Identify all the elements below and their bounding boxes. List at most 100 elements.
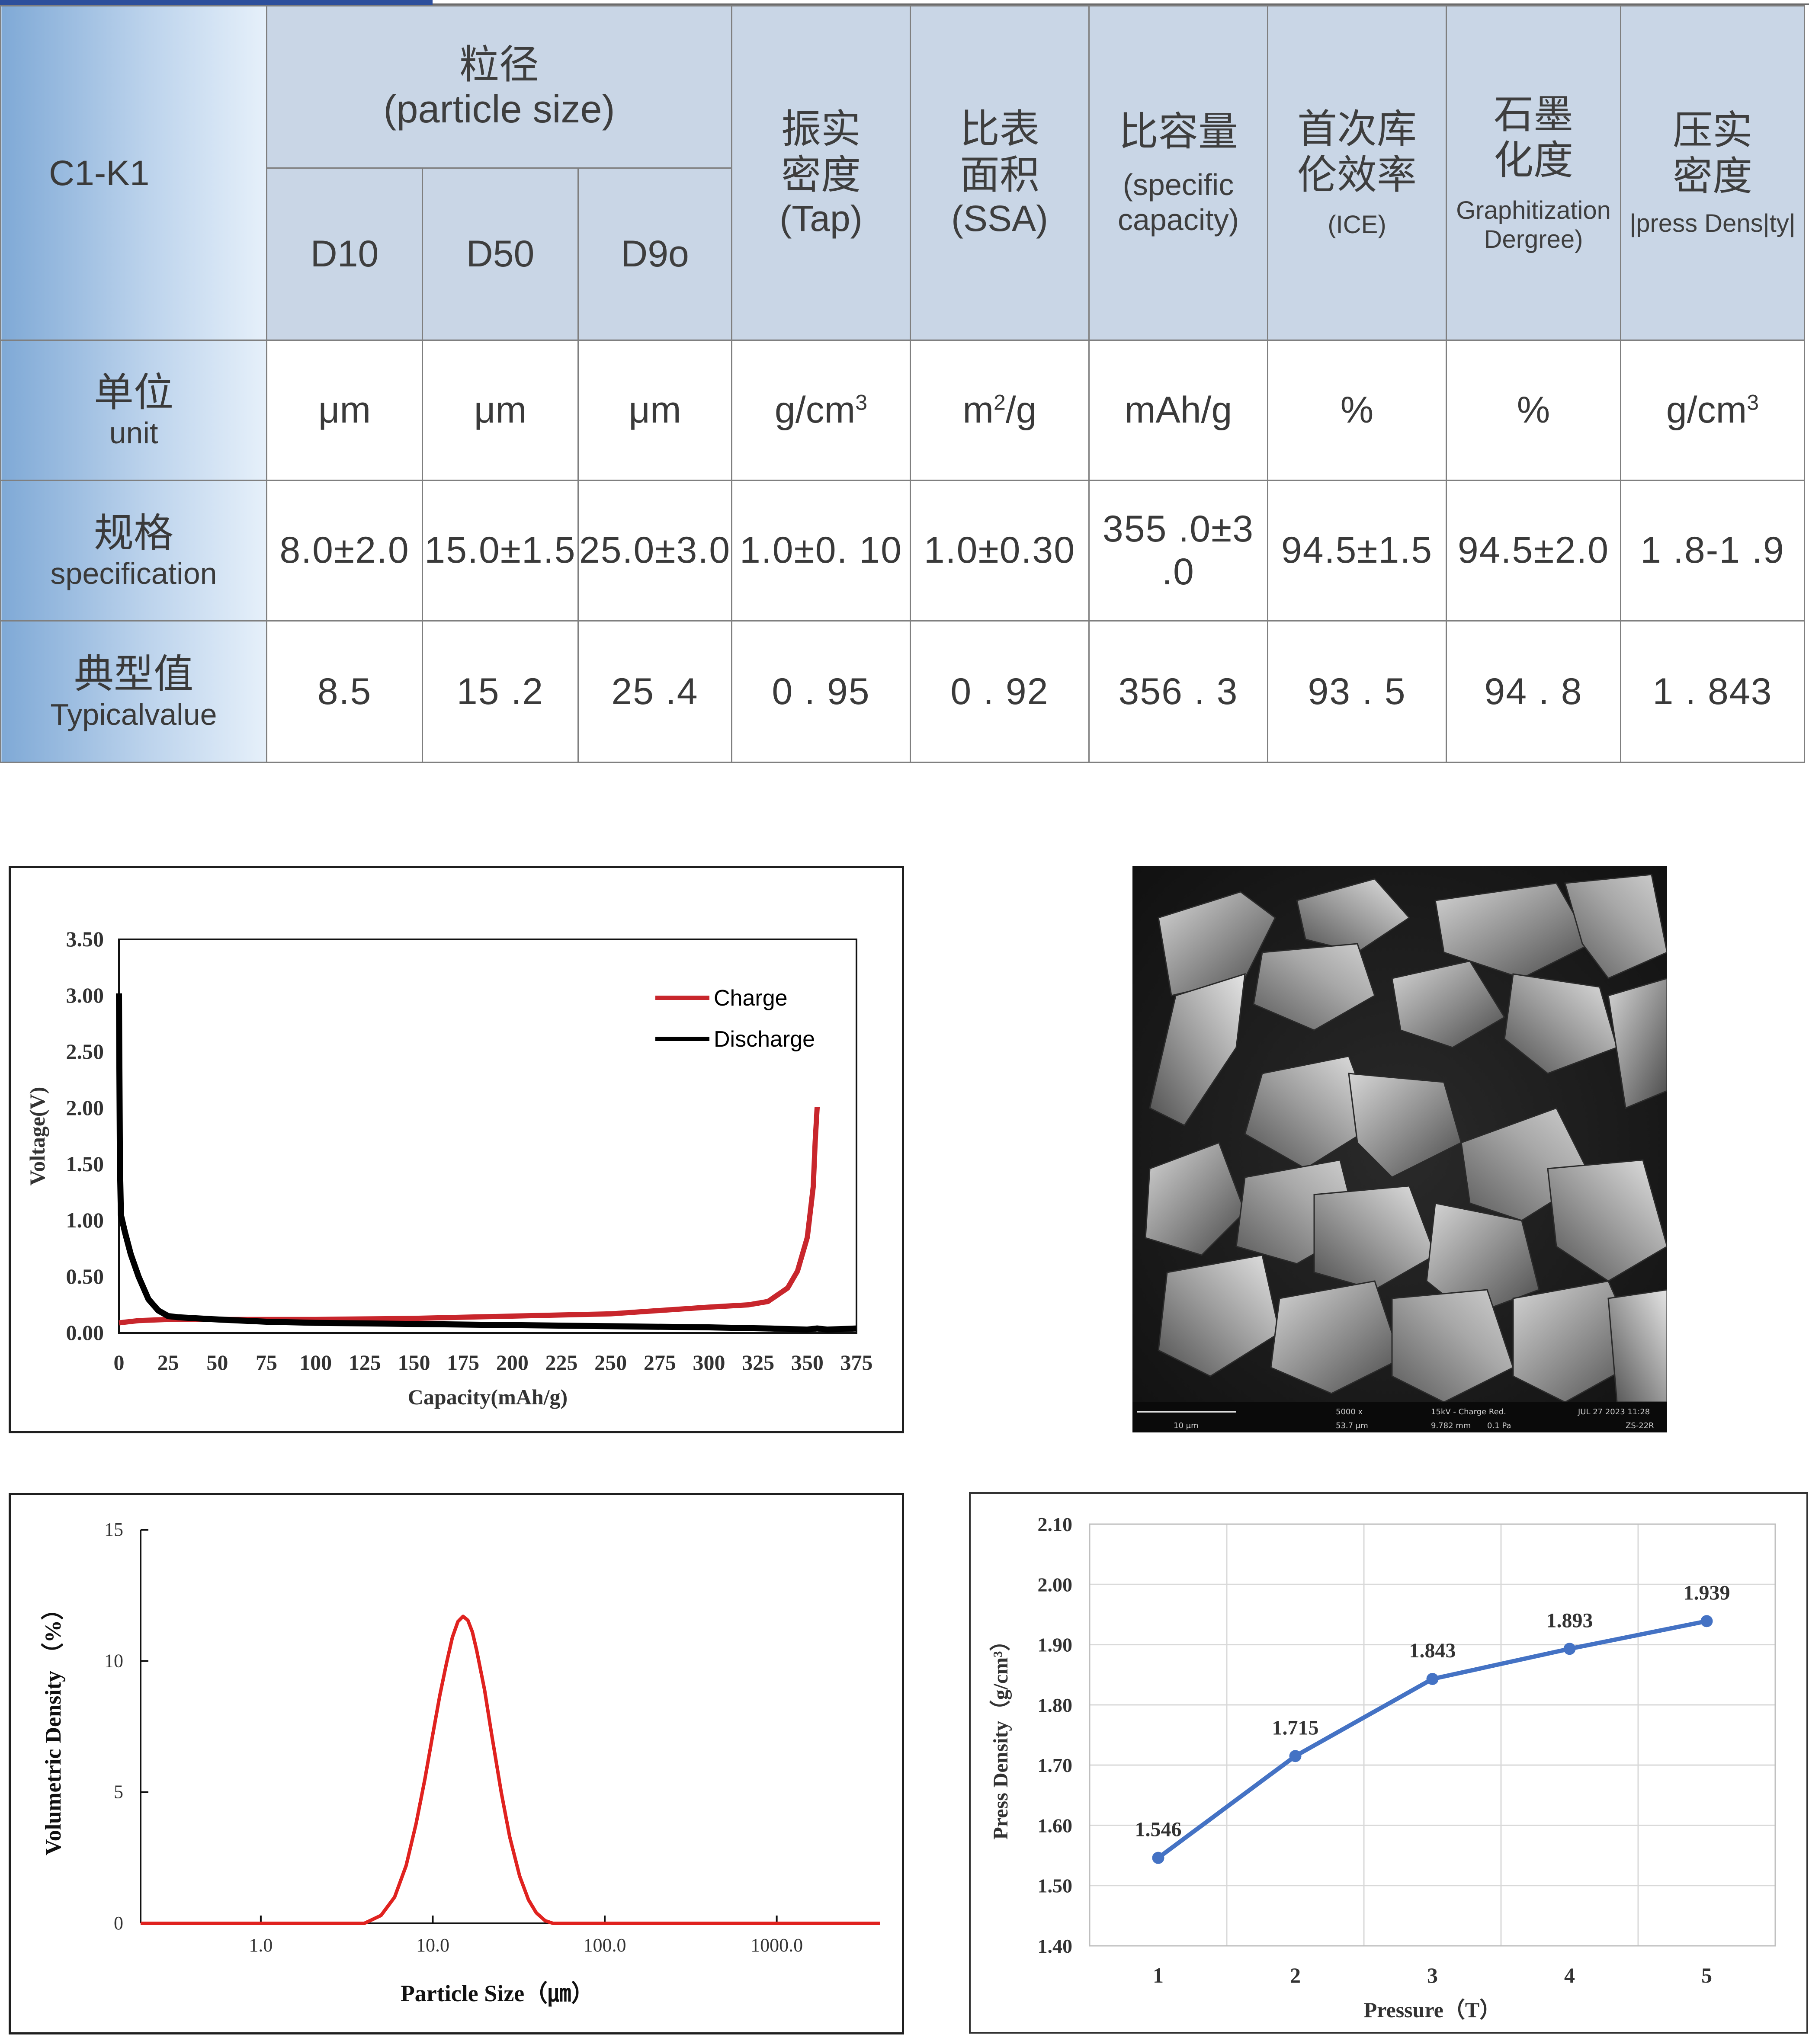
pd-y-axis-label: Press Density（g/cm³） (989, 1630, 1012, 1839)
typical-ssa: 0 . 92 (910, 620, 1090, 763)
cd-x-tick-label: 50 (206, 1350, 228, 1374)
unit-ice: % (1267, 339, 1447, 481)
unit-tap-sup: 3 (855, 390, 868, 415)
cd-x-tick-label: 325 (742, 1350, 774, 1374)
cd-series-discharge-line (116, 993, 857, 1333)
unit-ssa: m2/g (910, 339, 1090, 481)
pd-y-tick-label: 1.60 (1038, 1814, 1073, 1836)
cd-x-tick-label: 250 (594, 1350, 627, 1374)
typical-cn: 典型值 (74, 650, 193, 697)
cd-x-tick-label: 225 (545, 1350, 578, 1374)
spec-d50: 15.0±1.5 (422, 479, 579, 622)
unit-press-sup: 3 (1747, 390, 1759, 415)
sem-micrograph: 10 μm 5000 x 53.7 μm 15kV - Charge Red. … (1132, 866, 1667, 1432)
cd-x-tick-label: 300 (693, 1350, 725, 1374)
ps-distribution-line (141, 1615, 880, 1925)
pd-data-label: 1.939 (1684, 1581, 1730, 1604)
typical-tap: 0 . 95 (731, 620, 911, 763)
ps-x-axis-label: Particle Size（㎛） (401, 1980, 594, 2007)
pd-y-tick-label: 1.40 (1038, 1935, 1073, 1957)
cd-x-tick-label: 150 (398, 1350, 430, 1374)
tap-density-header: 振实 密度 (Tap) (731, 5, 911, 341)
press-density-header: 压实 密度 |press Dens|ty| (1620, 5, 1805, 341)
ps-y-tick-label: 0 (114, 1913, 123, 1934)
typical-capacity: 356 . 3 (1088, 620, 1268, 763)
cd-y-tick-label: 0.00 (66, 1320, 104, 1345)
ps-x-tick-label: 100.0 (584, 1935, 626, 1956)
unit-row-label: 单位 unit (0, 339, 267, 481)
sem-wd: 9.782 mm (1431, 1421, 1471, 1430)
graph-cn2: 化度 (1493, 137, 1573, 184)
particle-size-chart: Particle Size（㎛） Volumetric Density （%） … (41, 1519, 880, 2007)
product-code-cell: C1-K1 (0, 5, 267, 341)
sem-info-bar (1132, 1402, 1667, 1432)
pd-data-point (1152, 1852, 1164, 1864)
graph-cn1: 石墨 (1493, 91, 1573, 138)
press-density-panel: Pressure（T） Press Density（g/cm³） 1.40 1.5… (969, 1492, 1808, 2034)
cd-y-tick-label: 3.00 (66, 983, 104, 1007)
cd-y-axis-label: Voltage(V) (25, 1087, 49, 1186)
sem-pressure: 0.1 Pa (1487, 1421, 1511, 1430)
header-accent-bar (0, 0, 433, 5)
ps-x-tick-label: 10.0 (416, 1935, 449, 1956)
unit-d90: μm (577, 339, 732, 481)
particle-size-header: 粒径 (particle size) (266, 5, 732, 169)
tap-en: (Tap) (779, 198, 863, 239)
graphitization-header: 石墨 化度 Graphitization Dergree) (1446, 5, 1621, 341)
product-code: C1-K1 (49, 154, 150, 193)
sem-date: JUL 27 2023 11:28 (1578, 1407, 1650, 1416)
d10-header: D10 (266, 167, 423, 341)
cd-legend-charge: Charge (714, 986, 788, 1011)
d10-label: D10 (310, 233, 379, 275)
ice-en: (ICE) (1328, 211, 1386, 239)
sem-flakes (1145, 874, 1667, 1403)
typical-row-label: 典型值 Typicalvalue (0, 620, 267, 763)
sem-mag: 5000 x (1336, 1407, 1363, 1416)
spec-press: 1 .8-1 .9 (1620, 479, 1805, 622)
typical-en: Typicalvalue (50, 697, 217, 731)
charge-discharge-chart: Capacity(mAh/g) Voltage(V) 0 25 50 75 100 125… (25, 927, 873, 1409)
spec-capacity: 355 .0±3 .0 (1088, 479, 1268, 622)
ssa-en: (SSA) (951, 198, 1049, 239)
ice-header: 首次库 伦效率 (ICE) (1267, 5, 1447, 341)
capacity-cn: 比容量 (1118, 108, 1238, 155)
unit-graph: % (1446, 339, 1621, 481)
cd-x-tick-label: 350 (791, 1350, 824, 1374)
d50-label: D50 (466, 233, 535, 275)
unit-tap-base: g/cm (774, 389, 856, 431)
cd-y-tick-label: 1.00 (66, 1208, 104, 1232)
spec-table: C1-K1 粒径 (particle size) 振实 密度 (Tap) 比表 … (0, 5, 1805, 763)
cd-y-tick-label: 2.00 (66, 1096, 104, 1120)
press-en: |press Dens|ty| (1629, 209, 1796, 238)
spec-en: specification (50, 556, 217, 590)
cd-y-tick-label: 0.50 (66, 1264, 104, 1288)
typical-d10: 8.5 (266, 620, 423, 763)
pd-x-tick-label: 1 (1153, 1963, 1164, 1987)
ps-y-tick-label: 15 (104, 1519, 123, 1540)
unit-d10: μm (266, 339, 423, 481)
pd-y-tick-label: 1.50 (1038, 1875, 1073, 1897)
cd-x-tick-label: 100 (299, 1350, 332, 1374)
cd-x-tick-label: 25 (157, 1350, 179, 1374)
typical-d90: 25 .4 (577, 620, 732, 763)
d90-header: D9o (577, 167, 732, 341)
cd-x-tick-label: 0 (114, 1350, 125, 1374)
charge-discharge-panel: Capacity(mAh/g) Voltage(V) 0 25 50 75 100 125… (9, 866, 904, 1433)
pd-data-point (1563, 1643, 1576, 1655)
sem-image-svg: 10 μm 5000 x 53.7 μm 15kV - Charge Red. … (1132, 866, 1667, 1432)
typical-d50: 15 .2 (422, 620, 579, 763)
ssa-cn1: 比表 (959, 106, 1039, 152)
cd-y-tick-label: 3.50 (66, 927, 104, 951)
spec-ice: 94.5±1.5 (1267, 479, 1447, 622)
particle-size-en: (particle size) (383, 88, 615, 131)
press-cn1: 压实 (1672, 107, 1752, 154)
sem-scale-label: 10 μm (1174, 1421, 1199, 1430)
cd-x-tick-label: 200 (496, 1350, 529, 1374)
unit-press: g/cm3 (1620, 339, 1805, 481)
graph-en1: Graphitization (1456, 196, 1611, 225)
ssa-header: 比表 面积 (SSA) (910, 5, 1090, 341)
pd-y-tick-label: 1.80 (1038, 1694, 1073, 1716)
unit-press-base: g/cm (1666, 389, 1747, 431)
unit-en: unit (109, 416, 158, 450)
pd-x-tick-label: 5 (1701, 1963, 1712, 1987)
